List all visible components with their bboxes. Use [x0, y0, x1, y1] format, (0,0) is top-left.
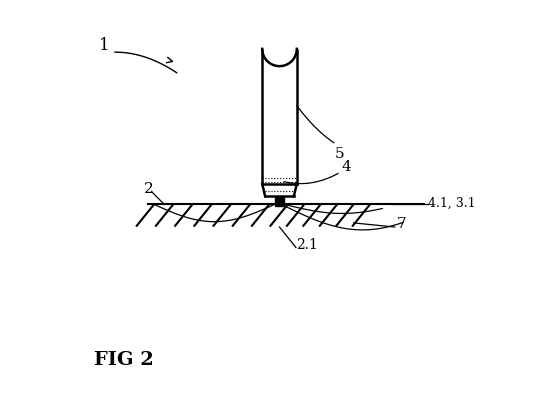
Text: 7: 7 [397, 217, 406, 231]
Polygon shape [262, 49, 297, 184]
Text: 2.1: 2.1 [296, 238, 318, 252]
Text: 2: 2 [144, 182, 154, 196]
Text: 1: 1 [98, 37, 109, 54]
Polygon shape [274, 196, 285, 206]
Text: FIG 2: FIG 2 [94, 351, 154, 369]
Polygon shape [262, 184, 297, 196]
Text: 4.1, 3.1: 4.1, 3.1 [428, 196, 475, 209]
Text: 5: 5 [335, 147, 345, 161]
Text: 4: 4 [341, 160, 351, 173]
